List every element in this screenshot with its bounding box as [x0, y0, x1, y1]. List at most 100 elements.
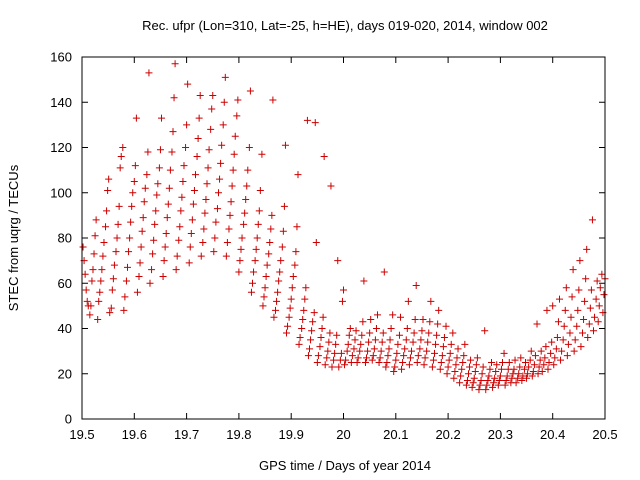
data-point	[466, 363, 474, 371]
data-point	[520, 365, 528, 373]
data-point	[535, 363, 543, 371]
data-point	[248, 279, 256, 287]
data-point	[132, 114, 140, 122]
data-point	[435, 306, 443, 314]
data-point	[456, 379, 464, 387]
data-point	[500, 349, 508, 357]
data-point	[359, 318, 367, 326]
data-point	[238, 234, 246, 242]
data-point	[94, 315, 102, 323]
data-point	[294, 171, 302, 179]
data-point	[517, 354, 525, 362]
data-point	[559, 336, 567, 344]
data-point	[228, 182, 236, 190]
data-point	[462, 381, 470, 389]
data-point	[397, 313, 405, 321]
data-point	[253, 234, 261, 242]
data-point	[247, 288, 255, 296]
data-point	[187, 229, 195, 237]
data-point	[210, 248, 218, 256]
data-point	[502, 377, 510, 385]
data-point	[458, 365, 466, 373]
data-point	[413, 358, 421, 366]
data-point	[178, 193, 186, 201]
data-point	[265, 250, 273, 258]
data-point	[207, 125, 215, 133]
data-point	[311, 119, 319, 127]
data-point	[589, 327, 597, 335]
data-point	[153, 191, 161, 199]
data-point	[571, 336, 579, 344]
data-point	[494, 381, 502, 389]
data-point	[230, 150, 238, 158]
data-point	[353, 358, 361, 366]
data-point	[324, 347, 332, 355]
data-point	[511, 356, 519, 364]
data-point	[86, 311, 94, 319]
data-point	[475, 386, 483, 394]
data-point	[434, 320, 442, 328]
data-point	[273, 297, 281, 305]
data-point	[287, 295, 295, 303]
data-point	[215, 189, 223, 197]
data-point	[217, 159, 225, 167]
data-point	[385, 345, 393, 353]
data-point	[529, 367, 537, 375]
data-point	[467, 356, 475, 364]
data-point	[557, 356, 565, 364]
data-point	[260, 293, 268, 301]
data-point	[129, 189, 137, 197]
data-point	[314, 352, 322, 360]
data-point	[581, 297, 589, 305]
y-tick-label: 100	[50, 185, 72, 200]
data-point	[409, 338, 417, 346]
data-point	[450, 374, 458, 382]
data-point	[519, 372, 527, 380]
data-point	[196, 91, 204, 99]
data-point	[526, 356, 534, 364]
data-point	[573, 322, 581, 330]
data-point	[241, 209, 249, 217]
data-point	[476, 381, 484, 389]
data-point	[266, 239, 274, 247]
data-point	[292, 248, 300, 256]
data-point	[464, 370, 472, 378]
data-point	[252, 245, 260, 253]
data-point	[281, 141, 289, 149]
x-tick-label: 20.4	[540, 427, 565, 442]
data-point	[161, 243, 169, 251]
x-tick-label: 19.8	[226, 427, 251, 442]
data-point	[105, 175, 113, 183]
data-point	[398, 365, 406, 373]
data-point	[272, 306, 280, 314]
data-point	[133, 288, 141, 296]
data-point	[457, 372, 465, 380]
data-point	[405, 361, 413, 369]
data-point	[102, 223, 110, 231]
data-point	[318, 325, 326, 332]
data-point	[445, 356, 453, 364]
data-point	[377, 347, 385, 355]
y-tick-label: 140	[50, 95, 72, 110]
data-point	[316, 343, 324, 351]
data-point	[235, 268, 243, 276]
data-point	[588, 216, 596, 224]
data-point	[536, 356, 544, 364]
data-point	[183, 121, 191, 129]
data-point	[112, 248, 120, 256]
data-point	[460, 352, 468, 360]
data-point	[119, 144, 127, 151]
data-point	[351, 336, 359, 344]
data-point	[401, 345, 409, 353]
data-point	[489, 383, 497, 391]
data-point	[414, 352, 422, 360]
data-point	[453, 354, 461, 362]
data-point	[437, 358, 445, 366]
data-point	[442, 322, 450, 330]
data-point	[144, 148, 152, 156]
data-point	[171, 60, 179, 68]
data-point	[284, 322, 292, 330]
data-point	[135, 272, 143, 280]
data-point	[225, 225, 233, 233]
data-point	[379, 329, 387, 337]
